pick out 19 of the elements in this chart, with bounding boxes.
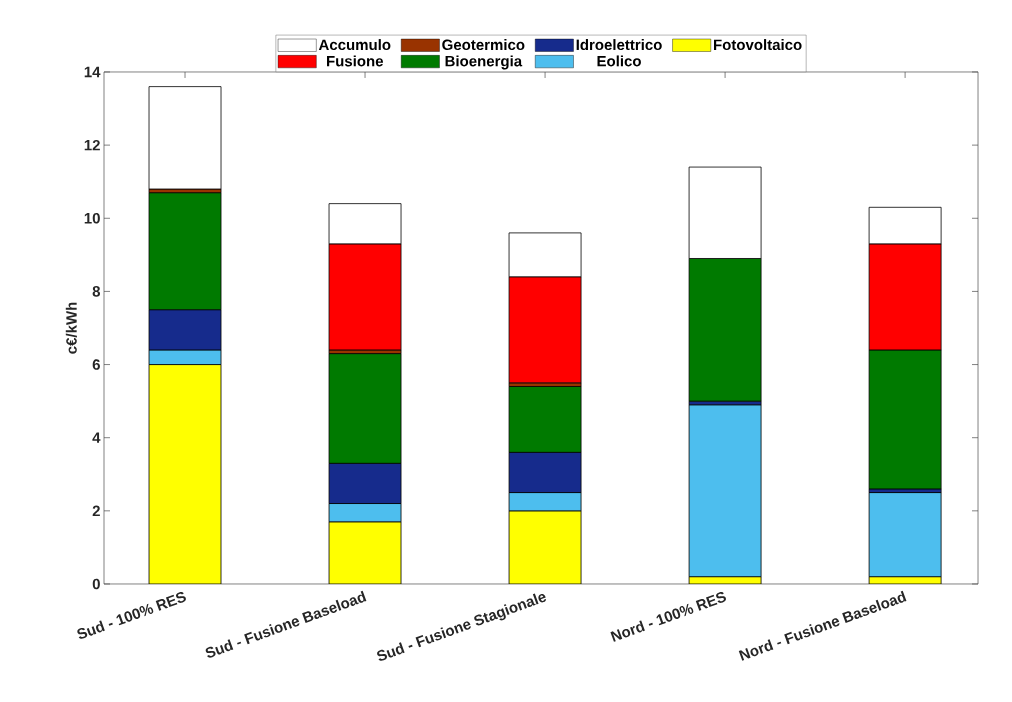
y-tick-label: 12 [84, 139, 100, 151]
y-tick-label: 8 [92, 286, 101, 297]
y-axis-title: c€/kWh [65, 302, 77, 354]
x-tick-label: Sud - 100% RES [77, 591, 186, 639]
legend-label: Accumulo [318, 39, 391, 51]
y-tick-label: 10 [84, 212, 100, 224]
legend-label: Fotovoltaico [714, 39, 802, 51]
legend-label: Bioenergia [445, 55, 523, 70]
y-tick-label: 2 [92, 505, 100, 517]
legend-label: Geotermico [442, 39, 525, 51]
x-tick-label: Nord - 100% RES [610, 591, 727, 642]
legend-label: Eolico [597, 55, 641, 67]
y-tick-label: 4 [92, 432, 101, 443]
y-tick-label: 0 [92, 578, 100, 590]
legend-label: Idroelettrico [576, 39, 662, 51]
bar [148, 86, 222, 190]
y-tick-label: 6 [92, 359, 100, 370]
y-tick-label: 14 [84, 66, 101, 78]
legend-label: Fusione [327, 55, 384, 67]
